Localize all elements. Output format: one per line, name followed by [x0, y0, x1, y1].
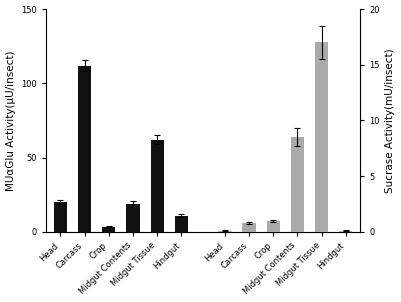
- Bar: [315, 43, 328, 232]
- Bar: [102, 227, 115, 232]
- Y-axis label: Sucrase Activity(mU/insect): Sucrase Activity(mU/insect): [385, 48, 395, 193]
- Bar: [267, 221, 280, 232]
- Y-axis label: MUαGlu Activity(μU/insect): MUαGlu Activity(μU/insect): [6, 50, 16, 191]
- Bar: [126, 204, 140, 232]
- Bar: [54, 202, 67, 232]
- Bar: [243, 223, 256, 232]
- Bar: [150, 140, 164, 232]
- Bar: [339, 231, 352, 232]
- Bar: [218, 231, 231, 232]
- Bar: [291, 137, 304, 232]
- Bar: [78, 66, 91, 232]
- Bar: [175, 216, 188, 232]
